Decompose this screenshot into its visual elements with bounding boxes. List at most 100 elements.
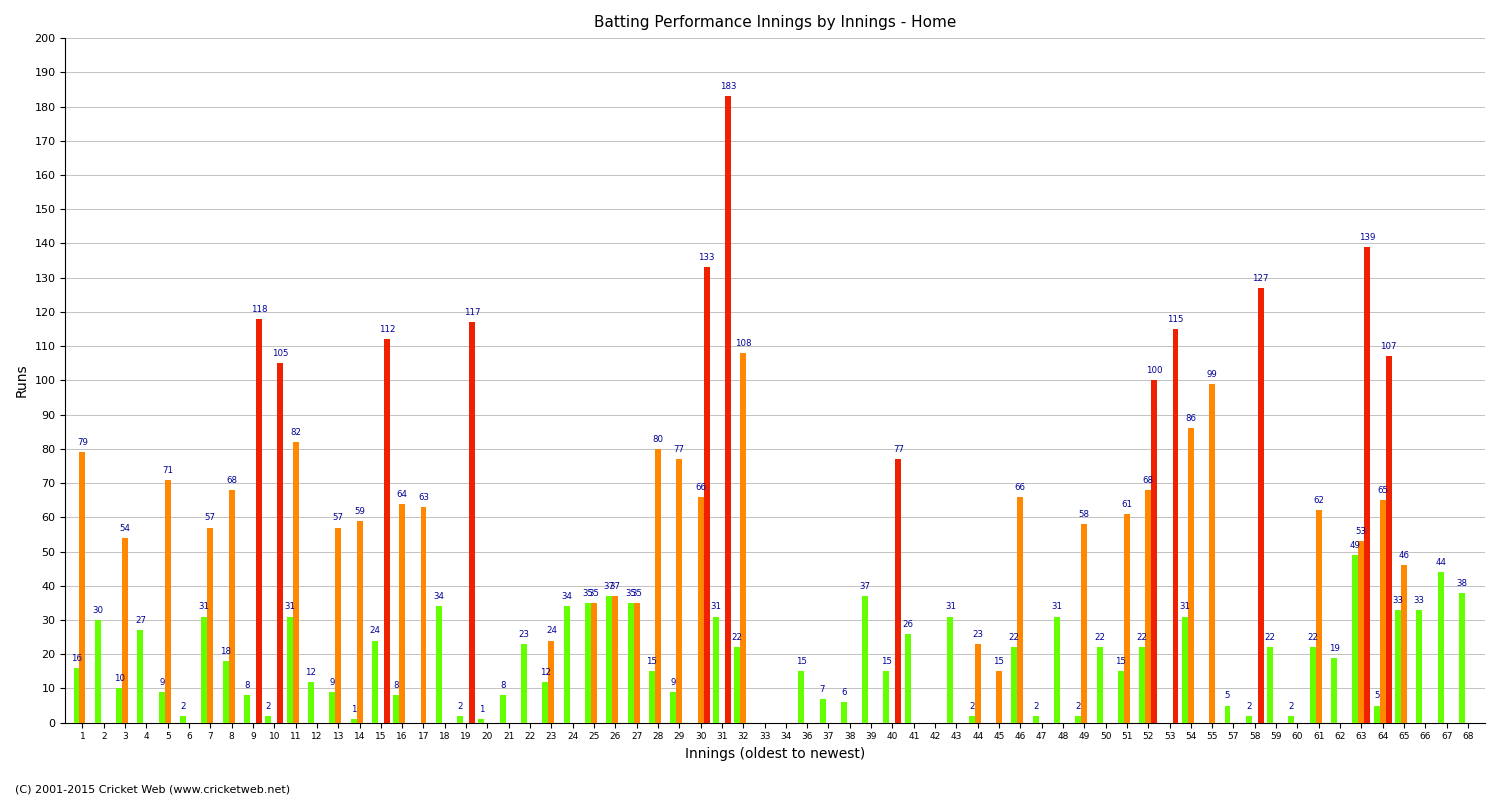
- Text: 33: 33: [1392, 596, 1404, 605]
- Bar: [244, 695, 250, 722]
- Text: 37: 37: [604, 582, 615, 591]
- Bar: [1353, 555, 1359, 722]
- Text: 105: 105: [272, 349, 288, 358]
- Bar: [740, 353, 746, 722]
- Bar: [116, 689, 122, 722]
- Bar: [798, 671, 804, 722]
- Bar: [330, 692, 336, 722]
- Bar: [1054, 617, 1060, 722]
- Text: 53: 53: [1356, 527, 1366, 536]
- Bar: [1224, 706, 1230, 722]
- Bar: [1011, 647, 1017, 722]
- Text: 35: 35: [582, 589, 594, 598]
- Bar: [372, 641, 378, 722]
- Bar: [384, 339, 390, 722]
- Bar: [884, 671, 890, 722]
- Text: 49: 49: [1350, 541, 1360, 550]
- Bar: [1365, 247, 1371, 722]
- Bar: [842, 702, 848, 722]
- Text: 16: 16: [70, 654, 82, 663]
- Text: 24: 24: [546, 626, 556, 635]
- Text: 35: 35: [626, 589, 636, 598]
- Text: 183: 183: [720, 82, 736, 91]
- Bar: [1140, 647, 1144, 722]
- Text: 108: 108: [735, 339, 752, 348]
- Text: 9: 9: [330, 678, 334, 686]
- Bar: [458, 716, 464, 722]
- Bar: [712, 617, 718, 722]
- Bar: [612, 596, 618, 722]
- Text: 63: 63: [419, 493, 429, 502]
- Bar: [633, 603, 639, 722]
- Bar: [1401, 566, 1407, 722]
- Bar: [228, 490, 234, 722]
- Text: 31: 31: [1052, 602, 1062, 611]
- Bar: [201, 617, 207, 722]
- Bar: [1173, 329, 1179, 722]
- Text: 35: 35: [588, 589, 600, 598]
- Bar: [207, 528, 213, 722]
- Bar: [1437, 572, 1443, 722]
- Bar: [436, 606, 442, 722]
- Bar: [122, 538, 128, 722]
- Text: 10: 10: [114, 674, 125, 683]
- Bar: [862, 596, 868, 722]
- Text: 115: 115: [1167, 315, 1184, 324]
- Text: 59: 59: [354, 506, 364, 516]
- Bar: [656, 449, 662, 722]
- Bar: [351, 719, 357, 722]
- Bar: [585, 603, 591, 722]
- Title: Batting Performance Innings by Innings - Home: Batting Performance Innings by Innings -…: [594, 15, 957, 30]
- Bar: [704, 267, 710, 722]
- Bar: [670, 692, 676, 722]
- Text: 9: 9: [159, 678, 165, 686]
- Text: 2: 2: [180, 702, 186, 710]
- Text: 5: 5: [1374, 691, 1380, 701]
- Text: 22: 22: [732, 634, 742, 642]
- Text: 80: 80: [652, 434, 663, 444]
- Bar: [399, 504, 405, 722]
- Bar: [1082, 524, 1088, 722]
- Text: 133: 133: [699, 254, 715, 262]
- Text: 54: 54: [120, 524, 130, 533]
- Text: 8: 8: [393, 682, 399, 690]
- Text: 15: 15: [880, 658, 892, 666]
- Bar: [393, 695, 399, 722]
- Text: 19: 19: [1329, 643, 1340, 653]
- Text: 12: 12: [306, 667, 316, 677]
- Text: 1: 1: [478, 705, 484, 714]
- Bar: [1118, 671, 1124, 722]
- Text: 22: 22: [1264, 634, 1275, 642]
- Text: 27: 27: [135, 616, 146, 625]
- Text: 68: 68: [226, 476, 237, 485]
- Text: 57: 57: [333, 514, 344, 522]
- Bar: [1209, 384, 1215, 722]
- Text: 77: 77: [892, 445, 904, 454]
- Y-axis label: Runs: Runs: [15, 364, 28, 398]
- Text: 8: 8: [244, 682, 250, 690]
- Bar: [266, 716, 272, 722]
- Bar: [1395, 610, 1401, 722]
- Text: 15: 15: [646, 658, 657, 666]
- Text: 18: 18: [220, 647, 231, 656]
- Bar: [357, 521, 363, 722]
- Bar: [1380, 500, 1386, 722]
- Bar: [1416, 610, 1422, 722]
- Bar: [308, 682, 314, 722]
- Text: 23: 23: [519, 630, 530, 639]
- Bar: [1096, 647, 1102, 722]
- Text: 57: 57: [206, 514, 216, 522]
- Bar: [1359, 542, 1365, 722]
- Bar: [543, 682, 549, 722]
- Text: 112: 112: [378, 326, 394, 334]
- Text: 5: 5: [1226, 691, 1230, 701]
- Bar: [948, 617, 954, 722]
- Text: 2: 2: [969, 702, 975, 710]
- Text: 61: 61: [1122, 500, 1132, 509]
- Bar: [1246, 716, 1252, 722]
- Text: 62: 62: [1312, 496, 1324, 506]
- Bar: [80, 452, 86, 722]
- Bar: [1076, 716, 1082, 722]
- Bar: [520, 644, 526, 722]
- Text: 22: 22: [1094, 634, 1106, 642]
